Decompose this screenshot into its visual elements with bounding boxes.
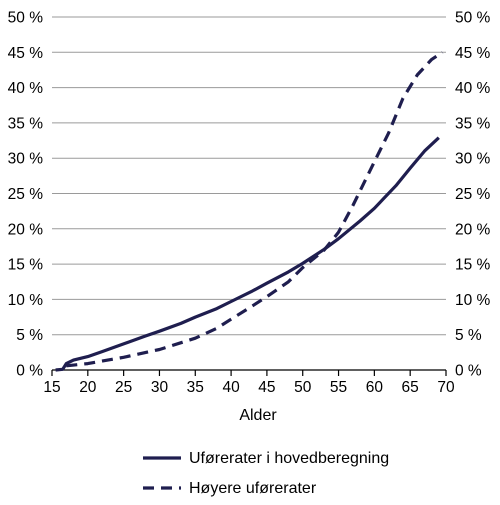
y-tick-label-right: 0 % [455, 363, 482, 380]
y-tick-label-right: 25 % [455, 186, 491, 203]
x-tick-label: 65 [402, 379, 419, 396]
y-tick-label-right: 50 % [455, 10, 491, 27]
x-tick-label: 50 [294, 379, 312, 396]
x-tick-label: 35 [187, 379, 204, 396]
y-tick-label-right: 35 % [455, 115, 491, 132]
y-axis-left: 0 % 5 % 10 % 15 % 20 % 25 % 30 % 35 % 40 % 45 % 50… [8, 10, 44, 380]
x-tick-label: 30 [151, 379, 169, 396]
y-tick-label-right: 15 % [455, 257, 491, 274]
y-tick-label-right: 10 % [455, 292, 491, 309]
legend-label: Høyere uførerater [189, 480, 317, 497]
x-axis-title: Alder [239, 407, 277, 424]
y-tick-label-left: 45 % [8, 45, 44, 62]
y-tick-label-right: 5 % [455, 327, 482, 344]
series-line-hovedberegning [55, 136, 440, 372]
x-tick-label: 40 [222, 379, 240, 396]
x-tick-label: 20 [79, 379, 97, 396]
y-tick-label-left: 5 % [16, 327, 43, 344]
series-line-hoyere-uforerater [66, 50, 444, 368]
x-tick-label: 55 [330, 379, 347, 396]
x-tick-label: 25 [115, 379, 132, 396]
x-tick-label: 45 [258, 379, 275, 396]
x-tick-label: 15 [43, 379, 60, 396]
y-axis-right: 0 % 5 % 10 % 15 % 20 % 25 % 30 % 35 % 40 % 45 % 50… [455, 10, 491, 380]
y-tick-label-right: 20 % [455, 221, 491, 238]
legend-label: Uførerater i hovedberegning [189, 450, 389, 467]
plot-lines [55, 50, 444, 372]
x-tick-label: 70 [437, 379, 455, 396]
y-tick-label-left: 15 % [8, 257, 44, 274]
y-tick-label-left: 35 % [8, 115, 44, 132]
y-tick-label-left: 25 % [8, 186, 44, 203]
y-tick-label-right: 30 % [455, 151, 491, 168]
y-tick-label-right: 40 % [455, 80, 491, 97]
y-tick-label-left: 30 % [8, 151, 44, 168]
y-tick-label-left: 20 % [8, 221, 44, 238]
y-tick-label-left: 50 % [8, 10, 44, 27]
x-axis: 15 20 25 30 35 40 45 50 55 60 65 70 [43, 370, 455, 396]
y-tick-label-left: 10 % [8, 292, 44, 309]
y-tick-label-left: 40 % [8, 80, 44, 97]
y-tick-label-right: 45 % [455, 45, 491, 62]
y-tick-label-left: 0 % [16, 363, 43, 380]
legend: Uførerater i hovedberegning Høyere ufører… [143, 450, 389, 497]
gridlines [52, 16, 446, 371]
x-tick-label: 60 [366, 379, 384, 396]
